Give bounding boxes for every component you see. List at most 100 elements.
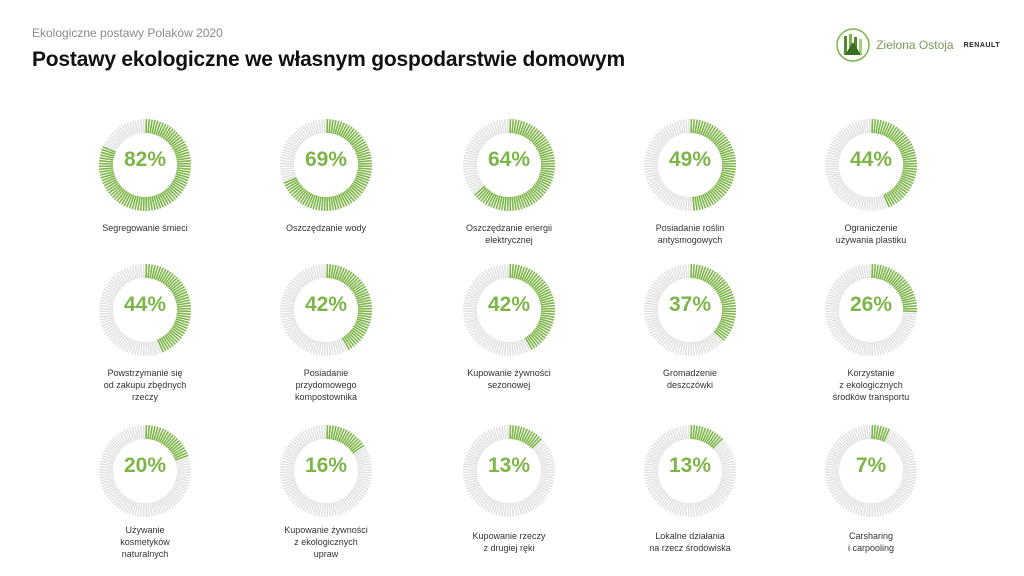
donut-tick-empty (684, 196, 688, 211)
donut-tick-empty (895, 489, 908, 500)
donut-tick-empty (334, 340, 340, 355)
donut-tick-empty (679, 502, 684, 517)
donut-tick-filled (703, 123, 712, 137)
donut-tick-empty (101, 320, 116, 327)
donut-tick-filled (334, 120, 340, 135)
donut-tick-filled (532, 133, 545, 145)
donut-tick-empty (879, 501, 885, 516)
donut-tick-filled (356, 151, 371, 157)
donut-tick-empty (863, 196, 867, 211)
donut-tick-empty (676, 195, 682, 210)
donut-value-label: 49% (668, 148, 712, 171)
donut-tick-empty (463, 167, 478, 171)
donut-tick-empty (463, 159, 478, 163)
donut-tick-empty (284, 449, 298, 458)
donut-tick-empty (175, 479, 190, 485)
donut-tick-empty (526, 497, 536, 510)
donut-tick-empty (648, 323, 662, 332)
donut-tick-filled (900, 175, 915, 182)
donut-tick-empty (891, 333, 903, 346)
donut-tick-empty (475, 332, 487, 344)
donut-tick-filled (533, 328, 546, 339)
donut-tick-empty (463, 316, 478, 321)
donut-tick-empty (467, 323, 481, 332)
donut-tick-empty (498, 119, 503, 134)
donut-tick-filled (156, 122, 165, 136)
donut-tick-filled (168, 330, 181, 342)
donut-tick-empty (696, 341, 701, 356)
donut-tick-filled (899, 143, 913, 152)
donut-tick-filled (176, 169, 191, 173)
donut-tick-filled (344, 189, 355, 202)
donut-category-label: Kupowanie żywności z ekologicznych upraw (284, 525, 368, 559)
donut-tick-empty (484, 498, 494, 511)
donut-tick-empty (698, 340, 704, 355)
donut-tick-filled (517, 195, 523, 210)
donut-tick-filled (348, 131, 360, 143)
donut-tick-filled (888, 271, 898, 284)
donut-tick-empty (118, 432, 128, 445)
donut-tick-empty (480, 128, 491, 141)
donut-tick-empty (105, 486, 118, 496)
donut-tick-filled (900, 290, 914, 299)
donut-tick-filled (898, 140, 911, 150)
donut-tick-empty (282, 148, 297, 155)
donut-tick-filled (337, 122, 346, 136)
donut-tick-empty (480, 434, 491, 447)
donut-tick-filled (357, 169, 372, 173)
donut-ring (643, 118, 737, 212)
donut-tick-empty (304, 268, 313, 282)
donut-tick-empty (707, 336, 717, 349)
donut-tick-empty (495, 120, 501, 135)
donut-tick-filled (176, 171, 191, 176)
donut-tick-empty (849, 193, 858, 207)
donut-tick-empty (484, 337, 494, 350)
donut-tick-empty (844, 126, 854, 139)
donut-tick-empty (343, 497, 353, 510)
donut-tick-empty (116, 495, 127, 508)
donut-tick-empty (644, 316, 659, 321)
donut-tick-filled (357, 154, 372, 159)
donut-tick-empty (651, 138, 664, 148)
donut-tick-filled (339, 123, 348, 137)
donut-value-label: 16% (304, 454, 348, 477)
donut-tick-empty (532, 491, 545, 503)
donut-tick-empty (540, 465, 555, 469)
donut-tick-empty (109, 439, 122, 451)
donut-category-label: Posiadanie przydomowego kompostownika (294, 368, 358, 402)
donut-tick-empty (100, 296, 115, 302)
donut-tick-filled (355, 175, 370, 182)
donut-tick-empty (886, 431, 896, 444)
donut-tick-empty (149, 502, 153, 517)
donut-tick-empty (301, 270, 311, 283)
donut-tick-filled (167, 187, 179, 199)
donut-tick-empty (283, 290, 297, 299)
donut-tick-filled (355, 148, 370, 155)
donut-tick-empty (522, 499, 531, 513)
donut-tick-filled (533, 136, 546, 147)
donut-tick-filled (698, 426, 704, 441)
donut-tick-empty (118, 336, 128, 349)
donut-tick-filled (167, 437, 179, 449)
donut-tick-empty (825, 159, 840, 163)
donut-tick-empty (99, 473, 114, 477)
donut-tick-filled (283, 176, 297, 185)
donut-tick-filled (118, 191, 128, 204)
donut-tick-empty (165, 494, 177, 507)
donut-ring (462, 263, 556, 357)
donut-tick-empty (280, 463, 295, 467)
donut-tick-empty (469, 180, 482, 190)
donut-tick-filled (513, 119, 517, 134)
donut-tick-filled (100, 151, 115, 157)
donut-tick-empty (465, 320, 480, 327)
donut-tick-filled (531, 187, 543, 199)
donut-tick-filled (176, 159, 191, 163)
donut-tick-filled (708, 273, 719, 286)
donut-tick-filled (353, 285, 366, 295)
donut-tick-filled (529, 435, 541, 448)
donut-tick-filled (353, 140, 366, 150)
donut-tick-empty (540, 463, 555, 467)
donut-tick-filled (527, 434, 538, 447)
donut-tick-filled (290, 185, 303, 197)
donut-tick-filled (535, 138, 548, 148)
